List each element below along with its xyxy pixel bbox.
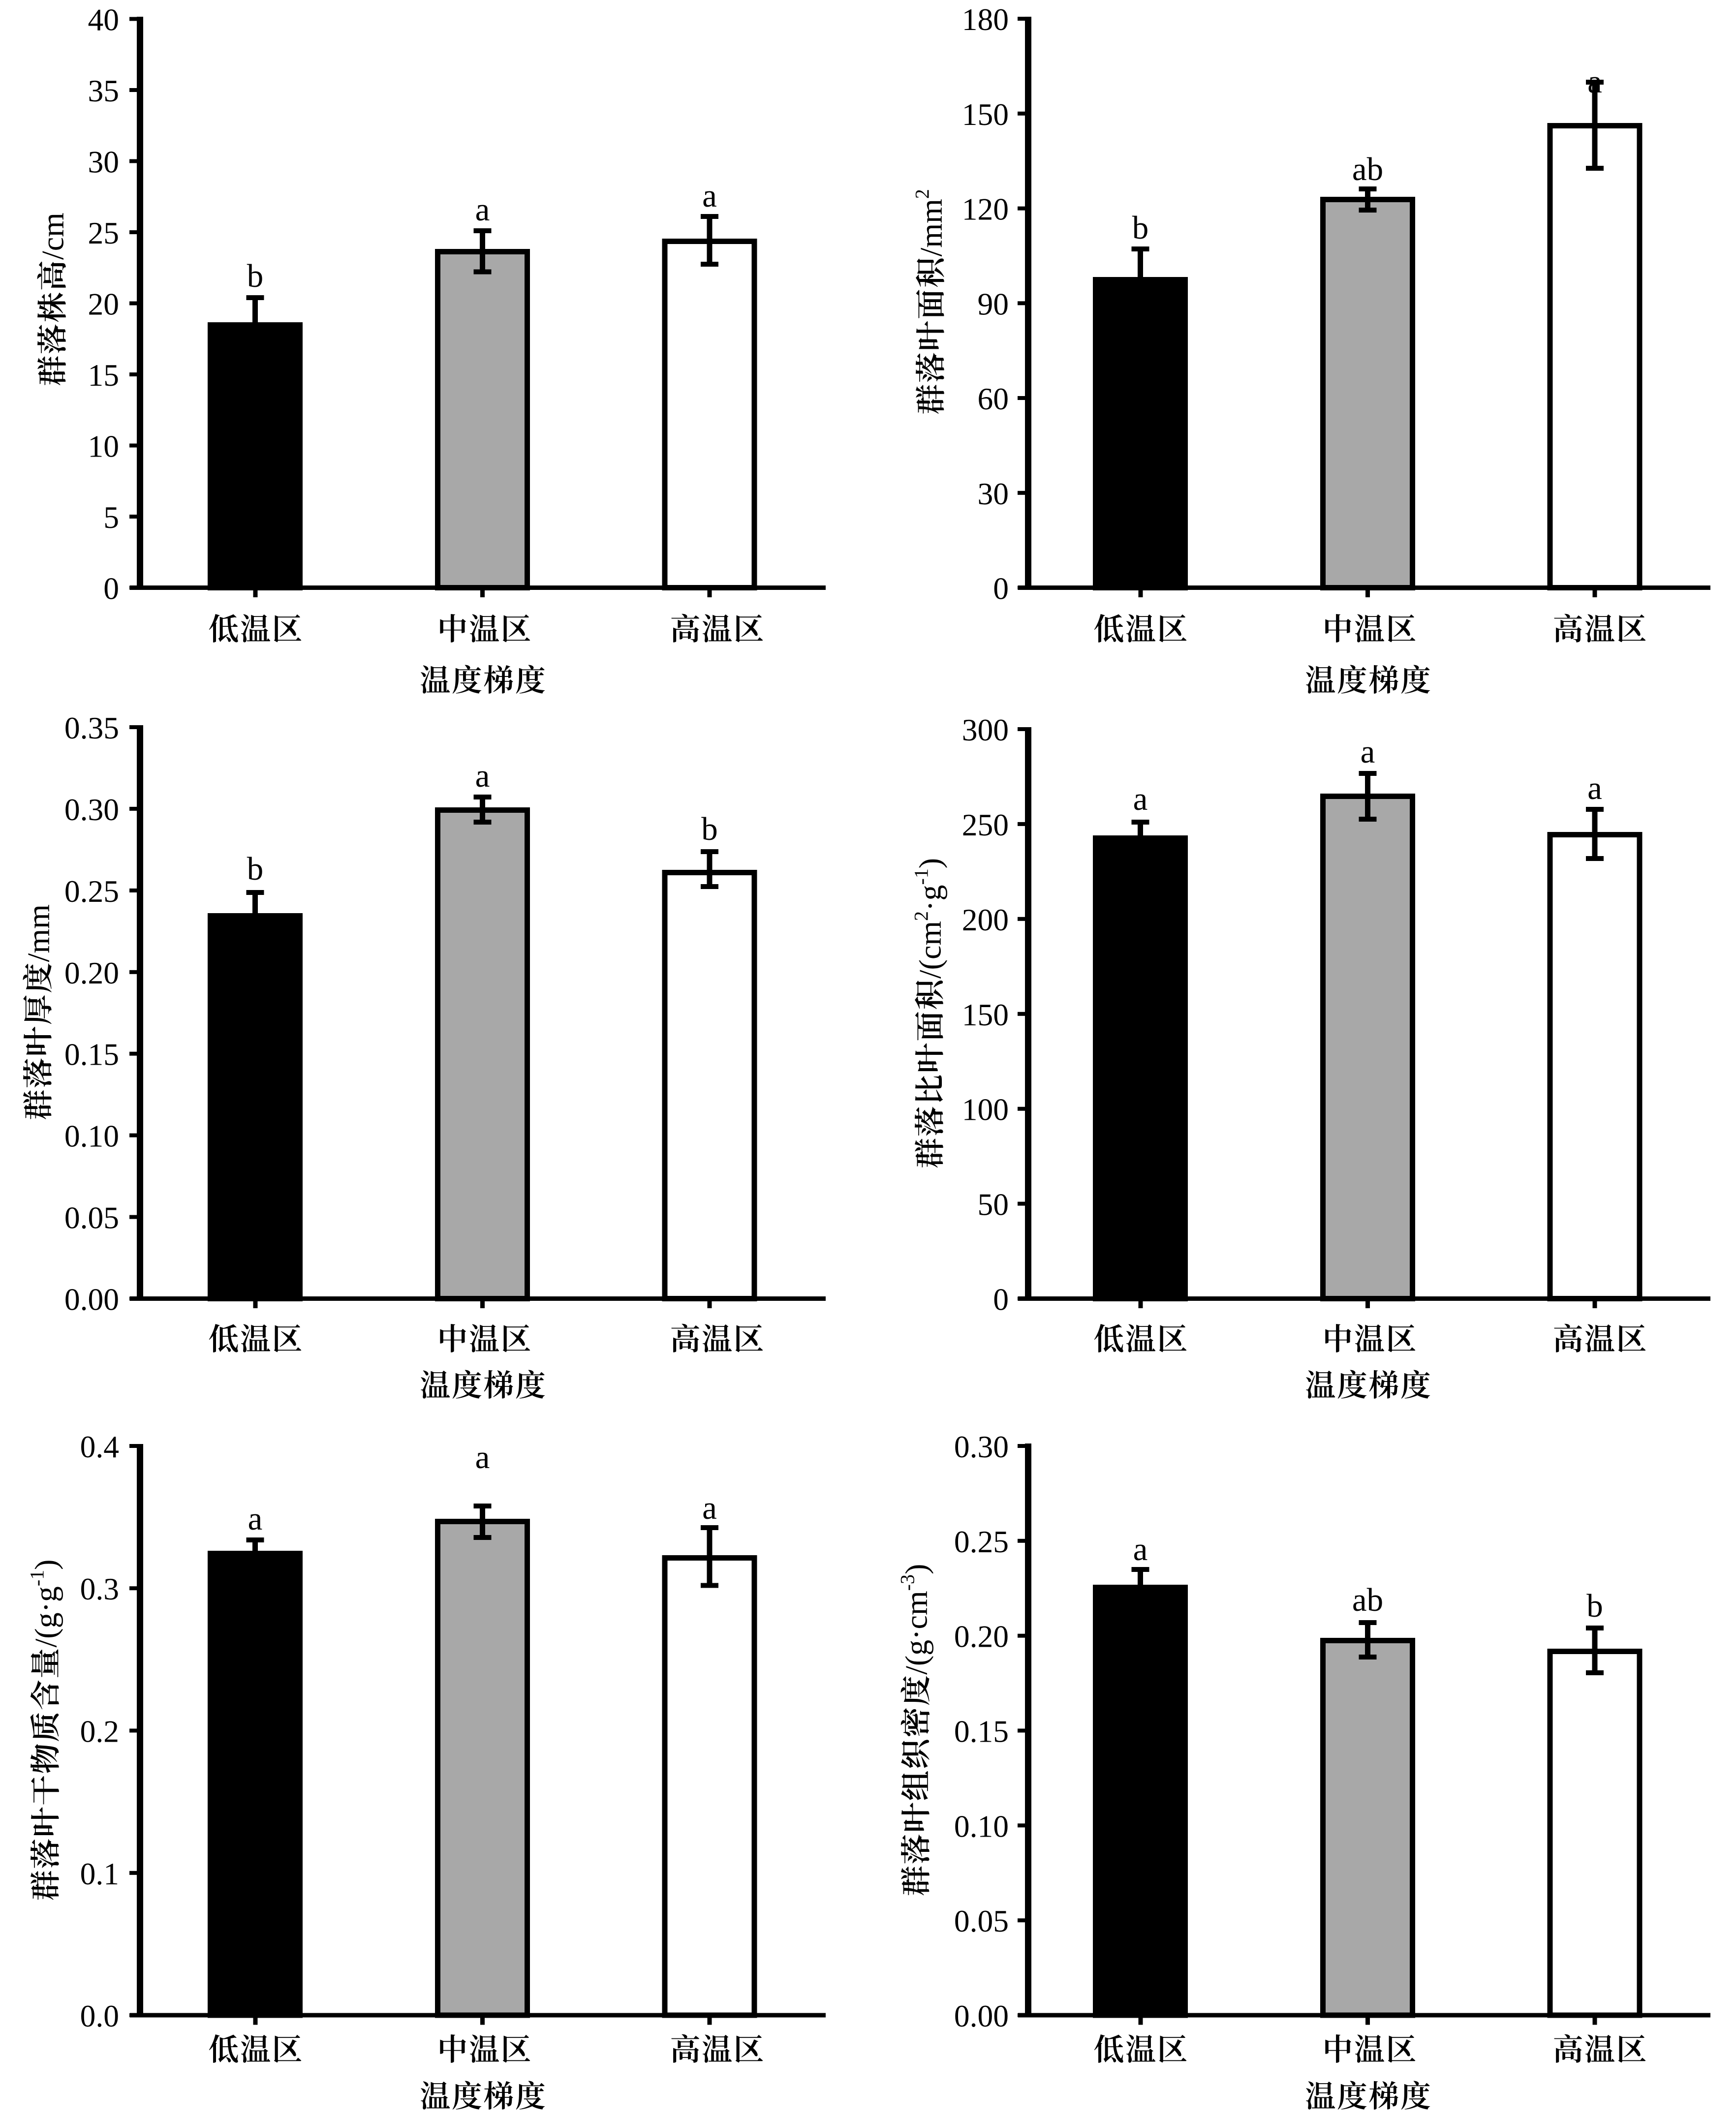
svg-text:0: 0 [993,571,1009,606]
svg-text:): ) [899,1564,933,1574]
svg-text:40: 40 [88,2,120,37]
svg-text:/(cm: /(cm [912,921,947,979]
svg-text:10: 10 [88,429,120,464]
svg-text:0.3: 0.3 [80,1571,119,1606]
svg-text:100: 100 [962,1092,1009,1127]
svg-text:35: 35 [88,73,120,108]
svg-text:ab: ab [1352,1582,1383,1618]
svg-text:0.4: 0.4 [80,1429,119,1464]
svg-text:50: 50 [978,1187,1009,1222]
svg-text:0.0: 0.0 [80,1998,119,2033]
svg-text:0.05: 0.05 [954,1904,1009,1938]
svg-text:0.2: 0.2 [80,1714,119,1749]
svg-text:60: 60 [978,381,1009,416]
svg-text:a: a [1133,1531,1148,1567]
svg-text:0.05: 0.05 [64,1200,119,1235]
svg-text:0.20: 0.20 [64,955,119,990]
svg-text:/mm: /mm [21,904,56,962]
svg-text:/mm: /mm [913,199,948,256]
svg-text:a: a [248,1501,263,1537]
svg-text:): ) [912,858,947,868]
svg-text:90: 90 [978,286,1009,321]
svg-text:b: b [701,811,718,847]
svg-text:25: 25 [88,215,120,250]
svg-text:300: 300 [962,712,1009,747]
svg-text:0: 0 [103,571,119,606]
svg-text:0.1: 0.1 [80,1856,119,1891]
svg-text:20: 20 [88,287,120,322]
svg-text:b: b [1586,1588,1603,1624]
svg-text:0.25: 0.25 [64,874,119,909]
svg-text:200: 200 [962,902,1009,937]
svg-text:0.15: 0.15 [954,1714,1009,1749]
svg-text:5: 5 [103,500,119,535]
svg-text:0.00: 0.00 [64,1282,119,1317]
svg-text:a: a [1133,781,1148,817]
svg-text:120: 120 [962,192,1009,227]
svg-text:a: a [702,1490,717,1526]
svg-text:·g: ·g [912,885,947,911]
svg-text:0.00: 0.00 [954,1998,1009,2033]
svg-text:30: 30 [88,145,120,180]
svg-text:180: 180 [962,2,1009,37]
svg-text:a: a [475,191,490,228]
svg-text:a: a [702,178,717,214]
svg-text:b: b [1132,210,1149,246]
svg-text:): ) [28,1559,63,1569]
svg-text:0.15: 0.15 [64,1037,119,1072]
svg-text:150: 150 [962,97,1009,132]
svg-text:/(g·cm: /(g·cm [899,1591,933,1675]
svg-text:/cm: /cm [35,213,70,260]
svg-text:0.30: 0.30 [954,1429,1009,1464]
svg-text:0.10: 0.10 [954,1809,1009,1843]
svg-text:15: 15 [88,358,120,393]
svg-text:b: b [247,258,264,294]
svg-text:a: a [1361,734,1375,770]
svg-text:0.35: 0.35 [64,710,119,745]
svg-text:0.20: 0.20 [954,1619,1009,1654]
svg-text:0.10: 0.10 [64,1119,119,1154]
svg-text:0.25: 0.25 [954,1524,1009,1559]
svg-text:-3: -3 [896,1574,918,1591]
svg-text:-1: -1 [26,1570,48,1586]
svg-text:-1: -1 [910,868,932,885]
svg-text:a: a [475,758,490,794]
svg-text:150: 150 [962,997,1009,1032]
svg-text:2: 2 [910,911,932,921]
svg-text:0.30: 0.30 [64,792,119,827]
svg-text:b: b [247,851,264,887]
svg-text:a: a [475,1439,490,1475]
svg-text:a: a [1587,770,1602,806]
svg-text:a: a [1587,63,1602,100]
svg-text:ab: ab [1352,151,1383,187]
svg-text:/(g·g: /(g·g [28,1586,63,1647]
svg-text:250: 250 [962,807,1009,842]
svg-text:0: 0 [993,1282,1009,1317]
svg-text:30: 30 [978,476,1009,511]
svg-text:2: 2 [911,189,933,199]
